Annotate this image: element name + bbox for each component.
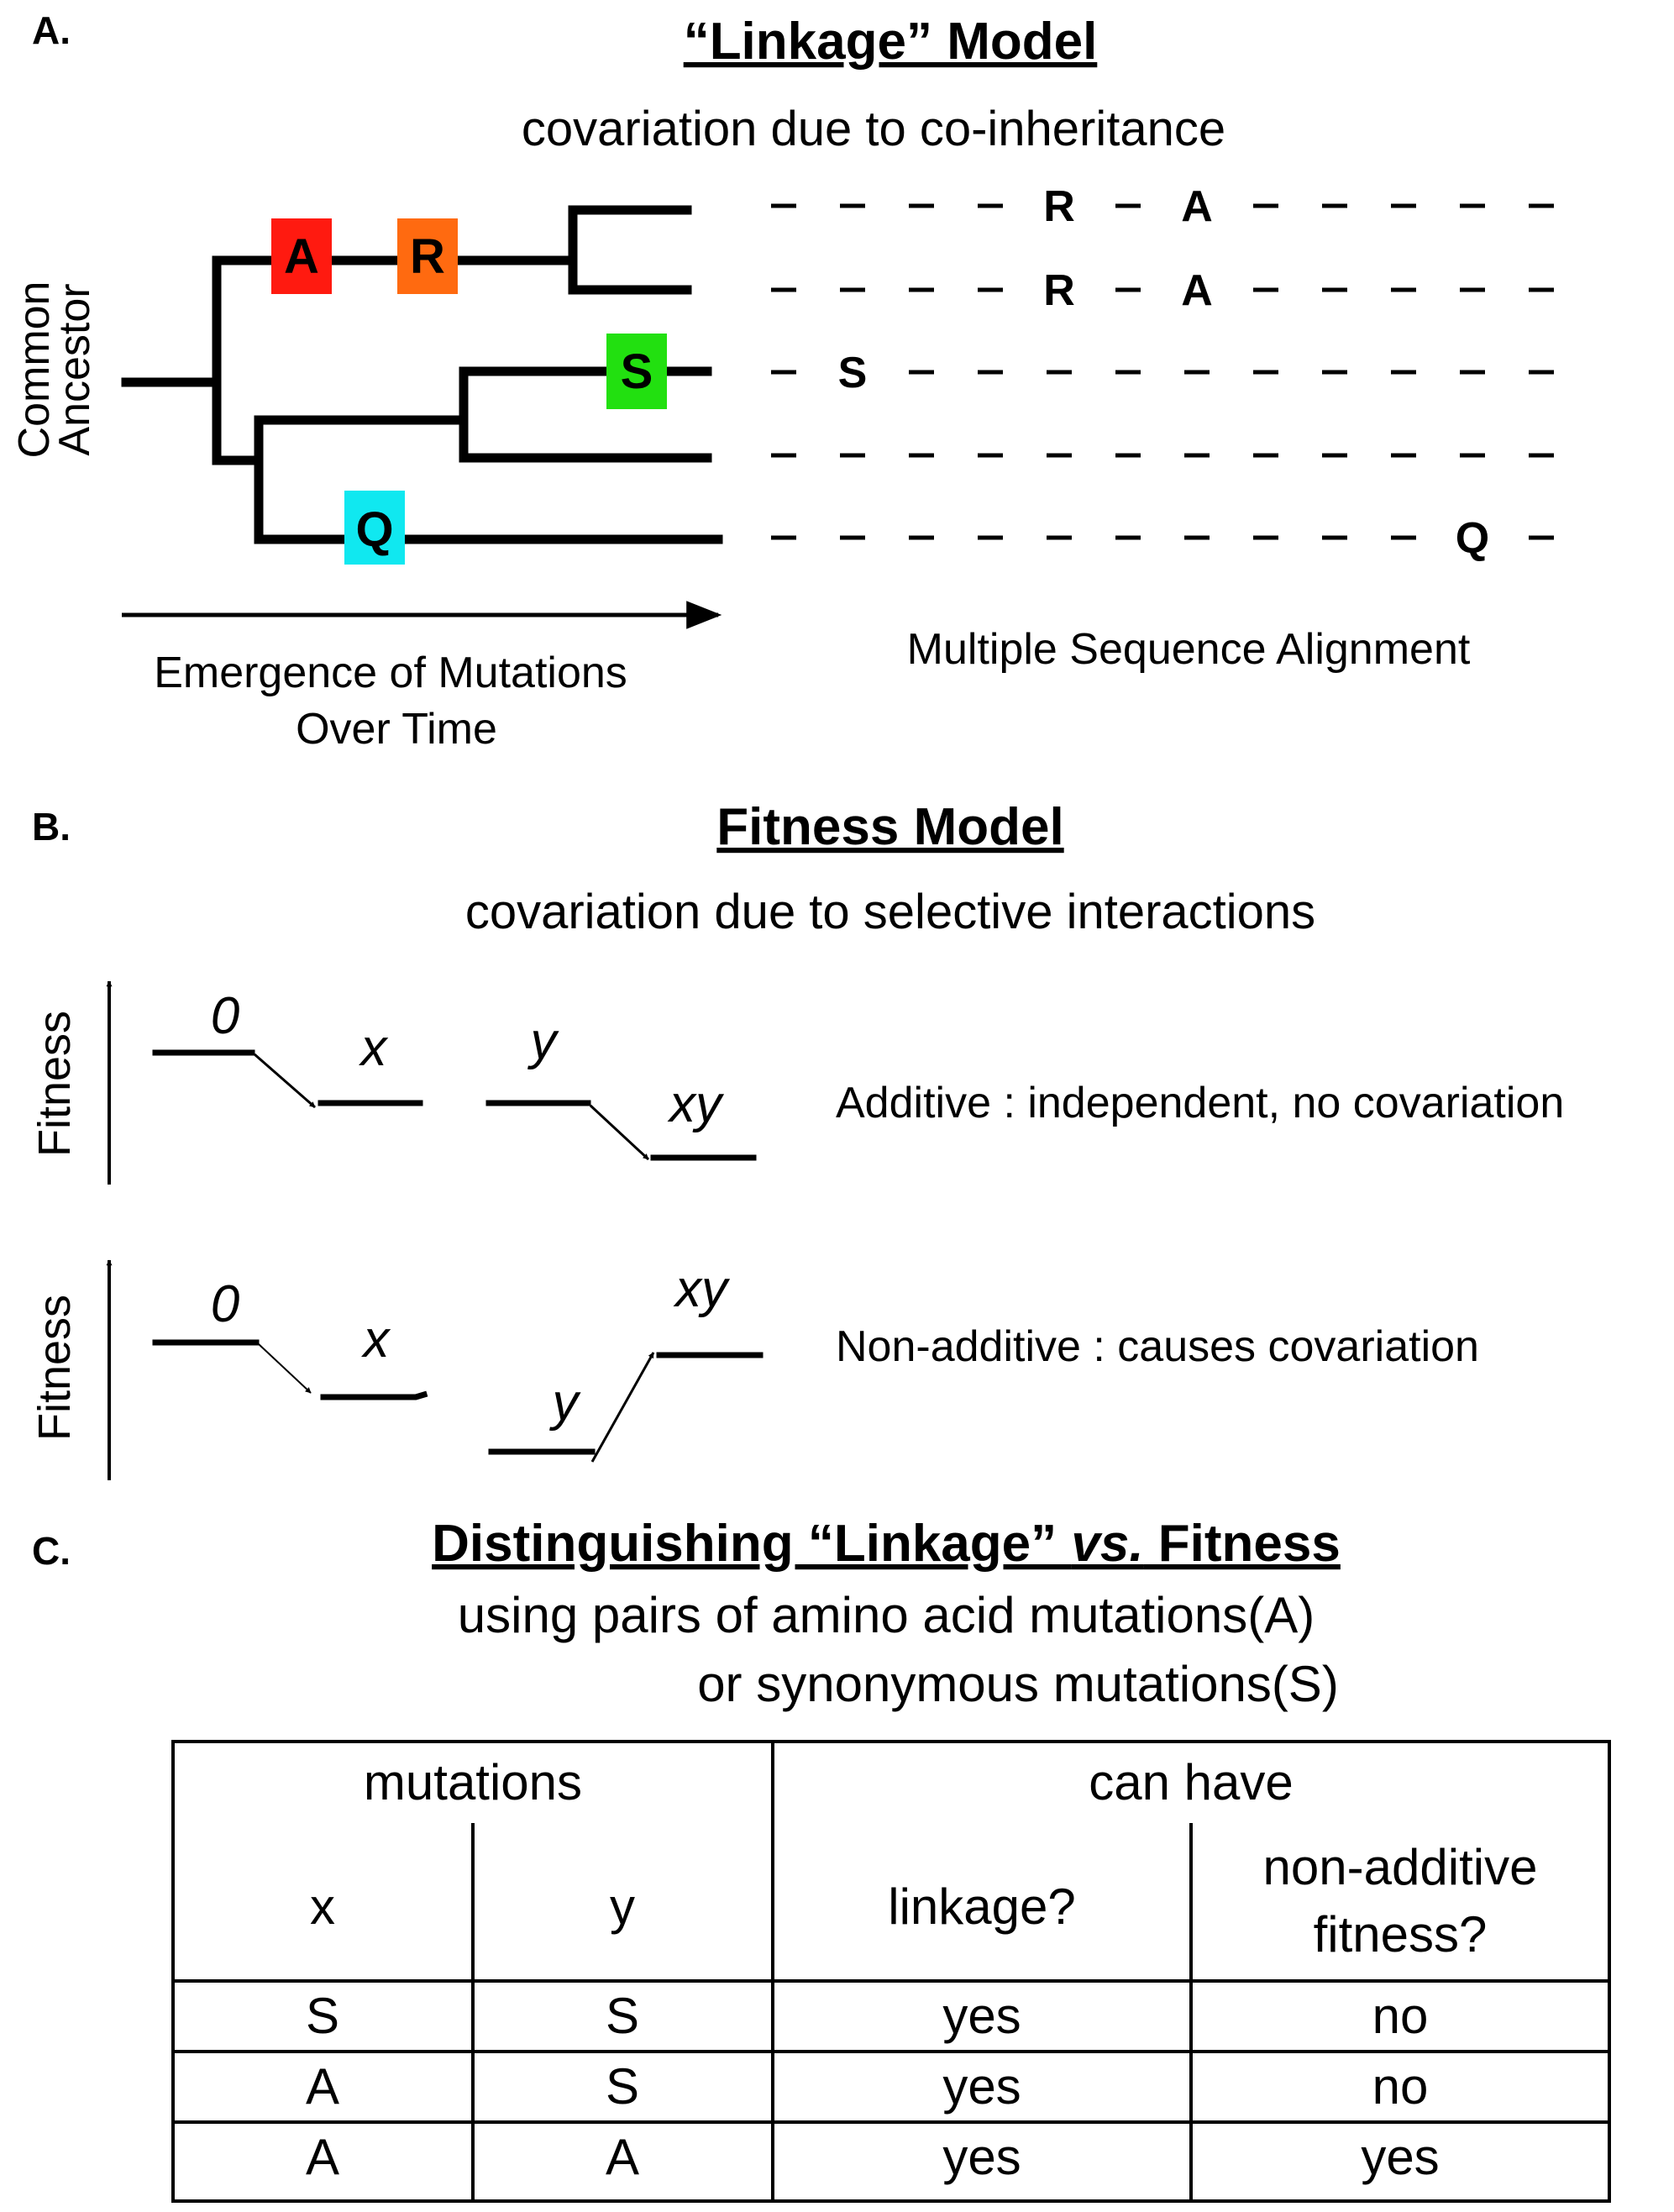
alignment-label: Multiple Sequence Alignment (907, 625, 1471, 674)
additive-diagram: Fitness 0 x y xy Additive : independent,… (29, 980, 1564, 1185)
alignment-residue: Q (1456, 514, 1489, 563)
alignment-residue: A (1181, 182, 1213, 231)
arrow-y-xy-non-additive (590, 1352, 655, 1463)
level-x-non-additive (320, 1390, 428, 1400)
panel-b-title: Fitness Model (716, 798, 1063, 856)
common-ancestor-label: Common Ancestor (10, 281, 99, 459)
group-header-can-have: can have (1089, 1754, 1294, 1810)
cell-linkage: yes (942, 1988, 1021, 2044)
cell-x: A (306, 2058, 339, 2115)
label-y-non-additive: y (549, 1374, 582, 1432)
panel-a: A. “Linkage” Model covariation due to co… (10, 8, 1554, 754)
table-border (171, 1740, 1611, 2203)
table-row: A S yes no (306, 2058, 1428, 2115)
alignment-row: Q (771, 514, 1554, 563)
alignment-residue: A (1181, 266, 1213, 315)
mutation-s-letter: S (621, 344, 653, 399)
panel-a-title: “Linkage” Model (684, 13, 1098, 71)
cell-x: S (306, 1988, 339, 2044)
panel-c-letter: C. (32, 1529, 71, 1573)
panel-c-title-part3: Fitness (1144, 1515, 1341, 1573)
col-header-non-additive: non-additive (1263, 1839, 1538, 1895)
mutation-box-q: Q (344, 491, 405, 565)
root-label-line1: Common (10, 281, 59, 459)
label-xy-additive: xy (667, 1075, 725, 1133)
fitness-label-non-additive: Fitness (29, 1295, 80, 1441)
cell-y: A (606, 2129, 639, 2185)
mutation-r-letter: R (410, 229, 445, 284)
mutation-box-r-fill (397, 218, 458, 294)
alignment-residue: R (1043, 182, 1075, 231)
col-header-linkage: linkage? (888, 1878, 1076, 1935)
mutation-box-r: R (397, 218, 458, 294)
fitness-label-non-additive-wrap: Fitness (29, 1295, 80, 1441)
mutation-box-q-fill (344, 491, 405, 565)
sequence-alignment: R AR ASQ (771, 182, 1554, 563)
cell-y: S (606, 1988, 639, 2044)
cell-fitness: yes (1361, 2129, 1439, 2185)
label-x-non-additive: x (361, 1311, 391, 1369)
cell-linkage: yes (942, 2058, 1021, 2115)
root-label-line2: Ancestor (50, 283, 99, 455)
alignment-row: S (771, 349, 1554, 397)
arrow-y-xy-additive (589, 1104, 650, 1161)
non-additive-diagram: Fitness 0 x y xy Non-additive : causes c… (29, 1259, 1479, 1480)
time-label-line1: Emergence of Mutations (154, 649, 627, 697)
panel-c-title: Distinguishing “Linkage” vs. Fitness (432, 1515, 1341, 1573)
fitness-label-additive: Fitness (29, 1011, 80, 1157)
col-header-fitness: fitness? (1314, 1906, 1488, 1962)
label-0-additive: 0 (211, 987, 239, 1045)
label-x-additive: x (359, 1019, 389, 1077)
panel-b-letter: B. (32, 805, 71, 849)
mutation-box-a: A (271, 218, 332, 294)
cell-fitness: no (1372, 2058, 1429, 2115)
label-xy-non-additive: xy (673, 1260, 731, 1318)
mutation-q-letter: Q (355, 502, 393, 557)
comparison-table: mutations can have x y linkage? non-addi… (171, 1740, 1611, 2203)
cell-linkage: yes (942, 2129, 1021, 2185)
alignment-residue: R (1043, 266, 1075, 315)
additive-description: Additive : independent, no covariation (836, 1079, 1564, 1127)
panel-b: B. Fitness Model covariation due to sele… (29, 798, 1564, 1480)
mutation-a-letter: A (284, 229, 319, 284)
table-row: S S yes no (306, 1988, 1428, 2044)
time-label-line2: Over Time (296, 705, 497, 754)
label-0-non-additive: 0 (211, 1275, 239, 1333)
mutation-box-a-fill (271, 218, 332, 294)
col-header-y: y (610, 1878, 635, 1935)
panel-c-title-part1: Distinguishing “Linkage” (432, 1515, 1071, 1573)
group-header-mutations: mutations (364, 1754, 582, 1810)
arrow-0-x-additive (254, 1053, 316, 1109)
panel-a-subtitle: covariation due to co-inheritance (522, 102, 1225, 156)
panel-c-subtitle-line2: or synonymous mutations(S) (697, 1656, 1339, 1712)
alignment-residue: S (838, 349, 868, 397)
cell-x: A (306, 2129, 339, 2185)
col-header-x: x (310, 1878, 335, 1935)
panel-b-subtitle: covariation due to selective interaction… (465, 885, 1315, 939)
cell-fitness: no (1372, 1988, 1429, 2044)
cell-y: S (606, 2058, 639, 2115)
panel-c: C. Distinguishing “Linkage” vs. Fitness … (32, 1515, 1611, 2203)
panel-c-title-vs: vs. (1071, 1515, 1143, 1573)
non-additive-description: Non-additive : causes covariation (836, 1322, 1479, 1371)
arrow-0-x-non-additive (258, 1343, 312, 1394)
panel-a-letter: A. (32, 8, 71, 52)
mutation-box-s-fill (606, 334, 667, 409)
table-row: A A yes yes (306, 2129, 1440, 2185)
fitness-label-additive-wrap: Fitness (29, 1011, 80, 1157)
label-y-additive: y (527, 1012, 560, 1070)
mutation-box-s: S (606, 334, 667, 409)
panel-c-subtitle-line1: using pairs of amino acid mutations(A) (458, 1587, 1315, 1643)
